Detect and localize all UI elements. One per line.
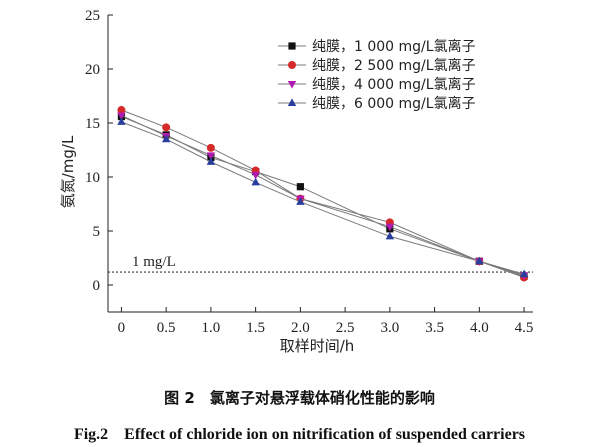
legend-item: 纯膜，6 000 mg/L氯离子 bbox=[278, 95, 476, 112]
legend-item: 纯膜，2 500 mg/L氯离子 bbox=[278, 57, 476, 74]
series-1 bbox=[117, 112, 528, 280]
series-group bbox=[117, 106, 529, 282]
data-point bbox=[161, 134, 171, 143]
legend-label: 纯膜，1 000 mg/L氯离子 bbox=[312, 38, 476, 55]
y-axis-label: 氨氮/mg/L bbox=[59, 135, 77, 208]
data-point bbox=[206, 157, 216, 165]
legend-label: 纯膜，6 000 mg/L氯离子 bbox=[312, 95, 476, 112]
legend-item: 纯膜，4 000 mg/L氯离子 bbox=[278, 76, 476, 93]
legend-marker bbox=[288, 61, 296, 69]
x-tick-label: 0.5 bbox=[157, 320, 176, 336]
data-point bbox=[206, 143, 215, 152]
data-point bbox=[519, 269, 529, 278]
x-tick-label: 2.5 bbox=[336, 320, 355, 336]
series-3 bbox=[117, 112, 529, 280]
x-tick-label: 4.5 bbox=[515, 320, 534, 336]
figure-caption-en: Fig.2 Effect of chloride ion on nitrific… bbox=[73, 426, 526, 443]
ticks-group: 0 5 10 15 20 25 0 0.5 1.0 1.5 2.0 2.5 3.0 3.5 4.0 4.5 bbox=[85, 8, 533, 336]
legend-marker bbox=[287, 98, 297, 106]
y-tick-label: 10 bbox=[85, 170, 100, 186]
data-point bbox=[162, 123, 171, 132]
series-line bbox=[121, 114, 525, 276]
series-2 bbox=[117, 106, 529, 282]
data-point bbox=[117, 117, 126, 125]
legend-label: 纯膜，4 000 mg/L氯离子 bbox=[312, 76, 476, 93]
x-axis-label: 取样时间/h bbox=[280, 337, 355, 355]
y-tick-label: 5 bbox=[93, 224, 101, 240]
data-point bbox=[251, 171, 260, 180]
data-point bbox=[117, 112, 126, 121]
x-tick-label: 1.0 bbox=[202, 320, 221, 336]
series-4 bbox=[117, 117, 529, 278]
x-tick-label: 1.5 bbox=[246, 320, 265, 336]
reference-line-label: 1 mg/L bbox=[132, 254, 176, 270]
data-point bbox=[296, 183, 304, 191]
series-line bbox=[121, 121, 525, 275]
x-tick-label: 3.0 bbox=[380, 320, 399, 336]
x-tick-label: 0 bbox=[118, 320, 126, 336]
x-tick-label: 4.0 bbox=[470, 320, 489, 336]
legend-marker bbox=[288, 42, 296, 50]
series-line bbox=[121, 116, 525, 277]
y-tick-label: 20 bbox=[85, 62, 100, 78]
data-point bbox=[206, 152, 216, 160]
legend-item: 纯膜，1 000 mg/L氯离子 bbox=[278, 38, 476, 55]
data-point bbox=[475, 256, 484, 265]
data-point bbox=[251, 177, 260, 186]
series-line bbox=[121, 109, 525, 278]
y-tick-label: 25 bbox=[85, 8, 100, 24]
data-point bbox=[117, 106, 126, 115]
x-tick-label: 3.5 bbox=[425, 320, 444, 336]
plot-frame bbox=[107, 15, 533, 313]
x-tick-label: 2.0 bbox=[291, 320, 310, 336]
data-point bbox=[385, 223, 395, 232]
chart: 1 mg/L 0 5 10 15 20 25 0 0.5 1.0 1.5 2.0 2.5 3.0 3.5 4… bbox=[59, 8, 533, 355]
data-point bbox=[385, 231, 395, 240]
reference-line-group: 1 mg/L bbox=[108, 254, 533, 273]
data-point bbox=[296, 197, 305, 205]
y-tick-label: 0 bbox=[93, 278, 101, 294]
legend-marker bbox=[287, 81, 297, 89]
figure-caption-cn: 图 2 氯离子对悬浮载体硝化性能的影响 bbox=[164, 389, 435, 407]
y-tick-label: 15 bbox=[85, 116, 100, 132]
legend-label: 纯膜，2 500 mg/L氯离子 bbox=[312, 57, 476, 74]
